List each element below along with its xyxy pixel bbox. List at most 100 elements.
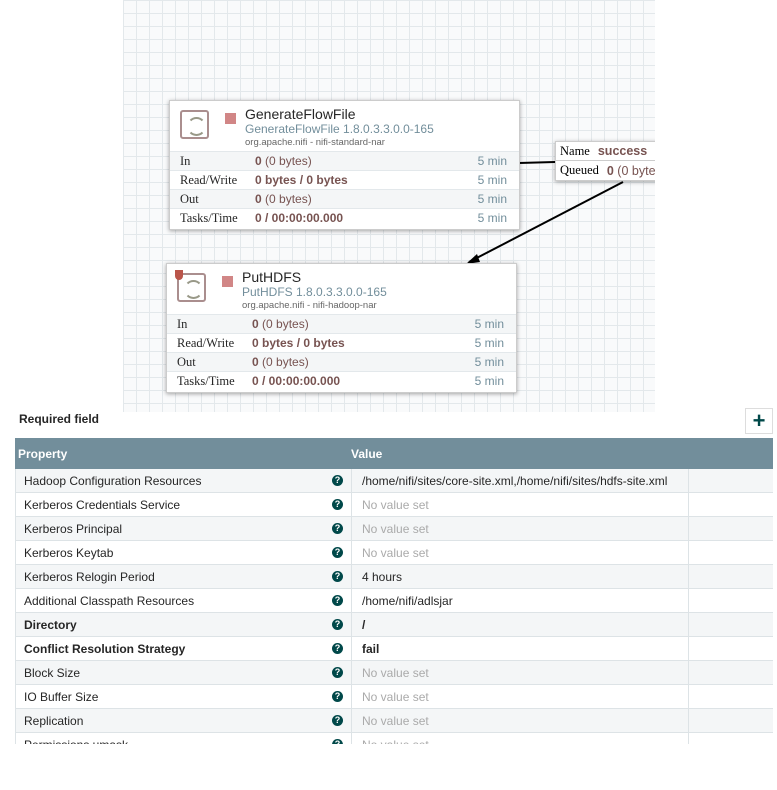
stat-row-in: In 0 (0 bytes) 5 min — [170, 151, 519, 170]
processor-bundle: org.apache.nifi - nifi-hadoop-nar — [242, 300, 377, 311]
help-icon[interactable]: ? — [332, 619, 343, 630]
table-row[interactable]: Hadoop Configuration Resources?/home/nif… — [15, 469, 773, 493]
stat-time: 5 min — [474, 355, 504, 369]
property-name: Permissions umask? — [15, 733, 351, 744]
stat-value-rest: (0 bytes) — [258, 317, 309, 331]
stat-value: 0 / 00:00:00.000 — [255, 211, 344, 225]
stat-value: 0 — [255, 154, 262, 168]
stat-value: 0 — [252, 317, 259, 331]
property-value[interactable]: No value set — [351, 733, 689, 744]
processor-type: GenerateFlowFile 1.8.0.3.3.0.0-165 — [245, 122, 434, 136]
stat-label: In — [177, 316, 188, 331]
processor-puthdfs[interactable]: PutHDFS PutHDFS 1.8.0.3.3.0.0-165 org.ap… — [166, 263, 517, 393]
connection-line-in[interactable] — [518, 161, 556, 164]
table-row[interactable]: Block Size? No value set — [15, 661, 773, 685]
table-row[interactable]: Additional Classpath Resources?/home/nif… — [15, 589, 773, 613]
property-name: Conflict Resolution Strategy? — [15, 637, 351, 660]
stat-value-rest: (0 bytes) — [261, 192, 312, 206]
property-label: Permissions umask — [24, 738, 128, 745]
stopped-icon — [222, 276, 233, 287]
table-header: Property Value — [15, 438, 773, 469]
help-icon[interactable]: ? — [332, 595, 343, 606]
connection-name-value: success — [597, 144, 648, 158]
stat-time: 5 min — [474, 374, 504, 388]
property-label: Additional Classpath Resources — [24, 593, 195, 608]
property-name: Kerberos Keytab? — [15, 541, 351, 564]
table-row[interactable]: Kerberos Keytab? No value set — [15, 541, 773, 565]
table-row[interactable]: Replication? No value set — [15, 709, 773, 733]
table-row[interactable]: Directory? / — [15, 613, 773, 637]
table-row[interactable]: IO Buffer Size? No value set — [15, 685, 773, 709]
connection-line-out[interactable] — [468, 181, 624, 263]
property-value[interactable]: No value set — [351, 685, 689, 708]
help-icon[interactable]: ? — [332, 739, 343, 744]
stat-time: 5 min — [477, 192, 507, 206]
property-name: IO Buffer Size? — [15, 685, 351, 708]
help-icon[interactable]: ? — [332, 643, 343, 654]
property-value[interactable]: No value set — [351, 661, 689, 684]
property-label: Kerberos Credentials Service — [24, 497, 181, 512]
stat-row-tasks: Tasks/Time 0 / 00:00:00.000 5 min — [167, 371, 516, 390]
table-row[interactable]: Conflict Resolution Strategy? fail — [15, 637, 773, 661]
stat-value: 0 — [255, 192, 262, 206]
restricted-shield-icon — [175, 270, 183, 280]
stat-row-in: In 0 (0 bytes) 5 min — [167, 314, 516, 333]
property-value[interactable]: / — [351, 613, 689, 636]
stat-time: 5 min — [474, 317, 504, 331]
help-icon[interactable]: ? — [332, 667, 343, 678]
header-property[interactable]: Property — [18, 446, 68, 461]
help-icon[interactable]: ? — [332, 715, 343, 726]
help-icon[interactable]: ? — [332, 499, 343, 510]
table-row[interactable]: Permissions umask?No value set — [15, 733, 773, 744]
stat-value: 0 — [252, 355, 259, 369]
property-name: Replication? — [15, 709, 351, 732]
header-value[interactable]: Value — [351, 446, 383, 461]
stat-row-out: Out 0 (0 bytes) 5 min — [170, 189, 519, 208]
table-row[interactable]: Kerberos Relogin Period? 4 hours — [15, 565, 773, 589]
help-icon[interactable]: ? — [332, 547, 343, 558]
help-icon[interactable]: ? — [332, 691, 343, 702]
property-name: Additional Classpath Resources? — [15, 589, 351, 612]
property-value[interactable]: No value set — [351, 709, 689, 732]
stat-label: Tasks/Time — [177, 373, 235, 388]
help-icon[interactable]: ? — [332, 475, 343, 486]
add-property-button[interactable]: + — [745, 408, 773, 434]
help-icon[interactable]: ? — [332, 523, 343, 534]
connection-lines — [466, 161, 624, 264]
property-label: Block Size — [24, 665, 81, 680]
property-value[interactable]: No value set — [351, 541, 689, 564]
property-label: IO Buffer Size — [24, 689, 99, 704]
queued-count: 0 — [606, 163, 614, 178]
property-name: Kerberos Relogin Period? — [15, 565, 351, 588]
stat-value: 0 bytes / 0 bytes — [255, 173, 348, 187]
connection-name-label: Name — [560, 143, 590, 158]
processor-type: PutHDFS 1.8.0.3.3.0.0-165 — [242, 285, 387, 299]
property-value[interactable]: 4 hours — [351, 565, 689, 588]
property-label: Directory — [24, 617, 77, 632]
processor-name: GenerateFlowFile — [245, 106, 356, 122]
help-icon[interactable]: ? — [332, 571, 343, 582]
property-name: Kerberos Principal? — [15, 517, 351, 540]
stat-label: Out — [177, 354, 196, 369]
properties-table: Property Value Hadoop Configuration Reso… — [15, 438, 773, 744]
stat-time: 5 min — [474, 336, 504, 350]
connection-label[interactable]: Name success Queued 0 (0 bytes) — [555, 141, 655, 181]
property-label: Conflict Resolution Strategy — [24, 641, 186, 656]
table-row[interactable]: Kerberos Credentials Service? No value se… — [15, 493, 773, 517]
arrowhead-icon — [466, 254, 480, 264]
property-value[interactable]: No value set — [351, 493, 689, 516]
property-value[interactable]: No value set — [351, 517, 689, 540]
property-value[interactable]: /home/nifi/sites/core-site.xml,/home/nif… — [351, 469, 689, 492]
stat-label: Read/Write — [180, 172, 238, 187]
property-name: Directory? — [15, 613, 351, 636]
stat-time: 5 min — [477, 154, 507, 168]
table-row[interactable]: Kerberos Principal? No value set — [15, 517, 773, 541]
stat-row-tasks: Tasks/Time 0 / 00:00:00.000 5 min — [170, 208, 519, 227]
property-name: Hadoop Configuration Resources? — [15, 469, 351, 492]
processor-generateflowfile[interactable]: GenerateFlowFile GenerateFlowFile 1.8.0.… — [169, 100, 520, 230]
stat-value: 0 bytes / 0 bytes — [252, 336, 345, 350]
property-value[interactable]: /home/nifi/adlsjar — [351, 589, 689, 612]
property-value[interactable]: fail — [351, 637, 689, 660]
flow-canvas[interactable]: GenerateFlowFile GenerateFlowFile 1.8.0.… — [123, 0, 655, 412]
property-label: Kerberos Relogin Period — [24, 569, 155, 584]
